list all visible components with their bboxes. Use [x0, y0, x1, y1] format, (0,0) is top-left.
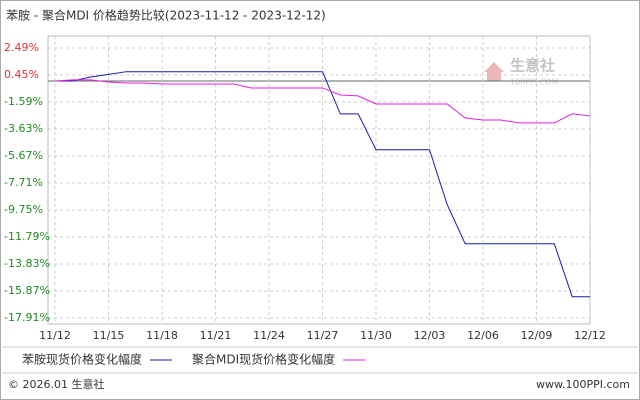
- footer-copyright: © 2026.01 生意社: [8, 377, 104, 391]
- legend-label: 聚合MDI现货价格变化幅度: [192, 352, 335, 367]
- logo-icon: [484, 62, 504, 72]
- y-tick-label: -7.71%: [4, 176, 43, 189]
- legend-label: 苯胺现货价格变化幅度: [22, 352, 142, 367]
- logo-icon: [487, 72, 501, 81]
- y-tick-label: 2.49%: [4, 41, 39, 54]
- y-tick-label: -1.59%: [4, 95, 43, 108]
- series-line: [55, 71, 590, 298]
- series-line: [54, 79, 591, 124]
- footer-site: www.100PPI.com: [536, 378, 630, 391]
- x-tick-label: 12/12: [574, 329, 606, 342]
- y-tick-label: -11.79%: [4, 230, 50, 243]
- x-tick-label: 11/12: [39, 329, 71, 342]
- x-tick-label: 11/21: [200, 329, 232, 342]
- x-tick-label: 11/30: [360, 329, 392, 342]
- x-tick-label: 11/18: [146, 329, 178, 342]
- y-tick-label: -5.67%: [4, 149, 43, 162]
- x-tick-label: 12/06: [467, 329, 499, 342]
- x-tick-label: 12/03: [414, 329, 446, 342]
- y-tick-label: 0.45%: [4, 68, 39, 81]
- x-tick-label: 11/27: [307, 329, 339, 342]
- y-tick-label: -13.83%: [4, 257, 50, 270]
- y-tick-label: -17.91%: [4, 311, 50, 324]
- x-tick-label: 12/09: [521, 329, 553, 342]
- x-tick-label: 11/15: [93, 329, 125, 342]
- watermark: 生意社 100PPI.COM: [484, 57, 559, 87]
- y-tick-label: -3.63%: [4, 122, 43, 135]
- y-tick-label: -9.75%: [4, 203, 43, 216]
- watermark-site: 100PPI.COM: [510, 78, 559, 87]
- watermark-name: 生意社: [510, 57, 555, 75]
- chart-title: 苯胺 - 聚合MDI 价格趋势比较(2023-11-12 - 2023-12-1…: [6, 8, 326, 23]
- x-tick-label: 11/24: [253, 329, 285, 342]
- y-tick-label: -15.87%: [4, 284, 50, 297]
